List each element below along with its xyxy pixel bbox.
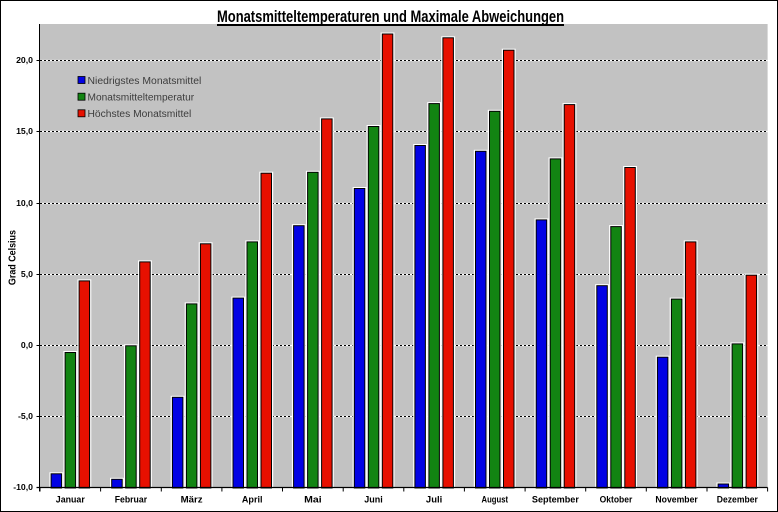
svg-text:Februar: Februar (115, 495, 148, 505)
svg-text:September: September (532, 495, 579, 505)
svg-text:Monatsmitteltemperaturen und M: Monatsmitteltemperaturen und Maximale Ab… (217, 7, 564, 26)
svg-text:15,0: 15,0 (16, 126, 33, 136)
svg-text:Januar: Januar (56, 495, 85, 505)
svg-text:Grad Celsius: Grad Celsius (7, 230, 18, 285)
svg-text:August: August (482, 495, 509, 505)
svg-text:Oktober: Oktober (600, 495, 633, 505)
svg-text:Höchstes Monatsmittel: Höchstes Monatsmittel (88, 109, 192, 120)
svg-text:Dezember: Dezember (717, 495, 758, 505)
svg-text:5,0: 5,0 (21, 269, 33, 279)
svg-text:März: März (181, 495, 203, 505)
svg-text:Monatsmitteltemperatur: Monatsmitteltemperatur (88, 93, 195, 104)
svg-text:Juni: Juni (364, 495, 383, 505)
svg-text:Niedrigstes Monatsmittel: Niedrigstes Monatsmittel (88, 76, 202, 87)
svg-text:-10,0: -10,0 (13, 482, 33, 492)
svg-text:November: November (655, 495, 698, 505)
svg-text:Mai: Mai (304, 495, 322, 505)
svg-text:20,0: 20,0 (16, 55, 33, 65)
svg-text:-5,0: -5,0 (18, 411, 33, 421)
svg-text:10,0: 10,0 (16, 198, 33, 208)
svg-text:0,0: 0,0 (21, 340, 33, 350)
svg-text:April: April (242, 495, 263, 505)
svg-text:Juli: Juli (426, 495, 442, 505)
